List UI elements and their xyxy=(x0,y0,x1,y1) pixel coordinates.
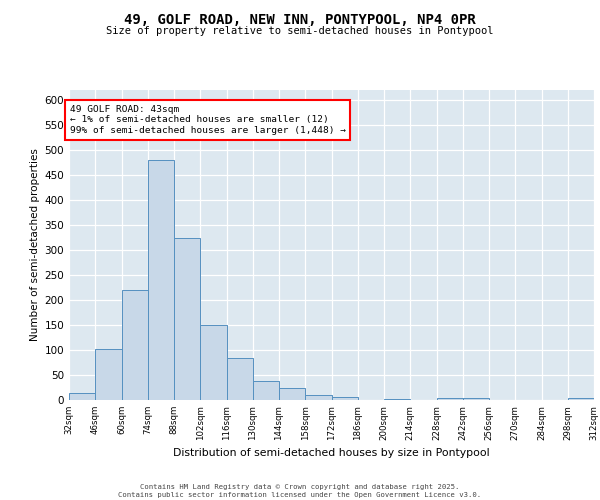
X-axis label: Distribution of semi-detached houses by size in Pontypool: Distribution of semi-detached houses by … xyxy=(173,448,490,458)
Text: Size of property relative to semi-detached houses in Pontypool: Size of property relative to semi-detach… xyxy=(106,26,494,36)
Text: 49 GOLF ROAD: 43sqm
← 1% of semi-detached houses are smaller (12)
99% of semi-de: 49 GOLF ROAD: 43sqm ← 1% of semi-detache… xyxy=(70,105,346,135)
Bar xyxy=(227,358,253,400)
Bar xyxy=(463,398,489,400)
Bar xyxy=(305,395,331,400)
Text: 49, GOLF ROAD, NEW INN, PONTYPOOL, NP4 0PR: 49, GOLF ROAD, NEW INN, PONTYPOOL, NP4 0… xyxy=(124,12,476,26)
Text: Contains HM Land Registry data © Crown copyright and database right 2025.
Contai: Contains HM Land Registry data © Crown c… xyxy=(118,484,482,498)
Bar xyxy=(200,325,227,400)
Bar xyxy=(121,290,148,400)
Bar xyxy=(148,160,174,400)
Bar xyxy=(174,238,200,400)
Bar xyxy=(95,349,121,400)
Y-axis label: Number of semi-detached properties: Number of semi-detached properties xyxy=(30,148,40,342)
Bar xyxy=(69,392,95,400)
Bar xyxy=(331,396,358,400)
Bar xyxy=(279,388,305,400)
Bar xyxy=(253,381,279,400)
Bar xyxy=(437,398,463,400)
Bar xyxy=(384,398,410,400)
Bar xyxy=(568,398,594,400)
